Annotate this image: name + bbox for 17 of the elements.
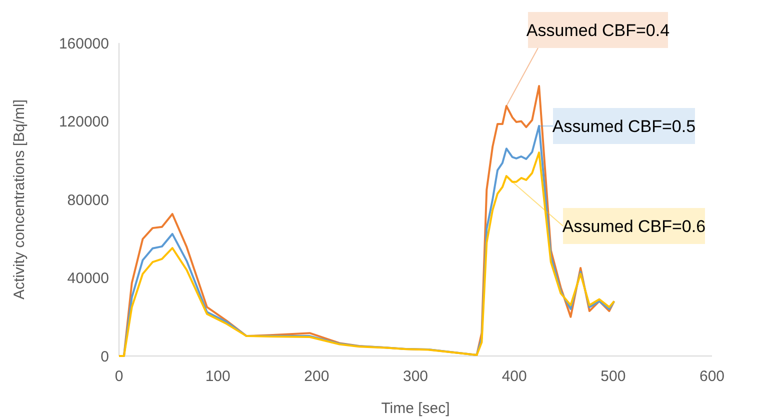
x-tick-label: 600: [699, 368, 725, 385]
y-tick-label: 120000: [58, 114, 109, 130]
y-tick-label: 80000: [67, 192, 109, 209]
x-tick-label: 300: [402, 368, 428, 385]
text: Assumed CBF=0.4: [526, 20, 670, 40]
x-tick-label: 400: [502, 368, 527, 385]
x-tick-label: 500: [600, 368, 626, 385]
x-tick-label: 100: [205, 368, 230, 385]
series-label: Assumed CBF=0.6: [562, 216, 706, 236]
legend-label: Assumed CBF=0.5: [552, 116, 696, 136]
y-tick-label: 0: [100, 348, 109, 366]
x-tick-label: 0: [114, 368, 124, 385]
y-tick-label: 40000: [67, 270, 109, 287]
y-axis-title: Activity concentrations [Bq/ml]: [11, 99, 28, 300]
y-tick-label: 160000: [58, 35, 109, 52]
x-tick-label: 200: [304, 368, 330, 385]
x-axis-title: Time [sec]: [381, 400, 450, 417]
